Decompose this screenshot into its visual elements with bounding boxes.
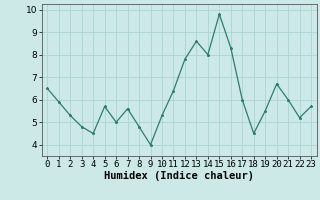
X-axis label: Humidex (Indice chaleur): Humidex (Indice chaleur) [104,171,254,181]
